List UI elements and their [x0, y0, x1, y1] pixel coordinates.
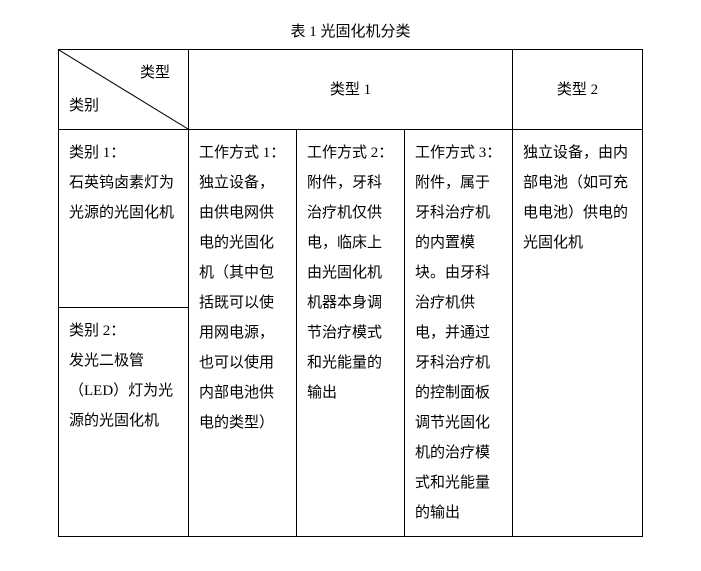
header-row: 类型 类别 类型 1 类型 2 — [59, 50, 643, 130]
table-row: 类别 1：石英钨卤素灯为光源的光固化机 工作方式 1：独立设备，由供电网供电的光… — [59, 130, 643, 308]
header-type1: 类型 1 — [189, 50, 513, 130]
cell-type2-content: 独立设备，由内部电池（如可充电电池）供电的光固化机 — [513, 130, 643, 537]
header-type2: 类型 2 — [513, 50, 643, 130]
cell-workmode-1: 工作方式 1：独立设备，由供电网供电的光固化机（其中包括既可以使用网电源，也可以… — [189, 130, 297, 537]
header-category-label: 类别 — [69, 91, 99, 121]
table-caption: 表 1 光固化机分类 — [20, 20, 681, 41]
diagonal-header-cell: 类型 类别 — [59, 50, 189, 130]
classification-table: 类型 类别 类型 1 类型 2 类别 1：石英钨卤素灯为光源的光固化机 工作方式… — [58, 49, 643, 537]
cell-workmode-2: 工作方式 2：附件，牙科治疗机仅供电，临床上由光固化机机器本身调节治疗模式和光能… — [297, 130, 405, 537]
cell-category-2: 类别 2：发光二极管（LED）灯为光源的光固化机 — [59, 308, 189, 537]
cell-category-1: 类别 1：石英钨卤素灯为光源的光固化机 — [59, 130, 189, 308]
cell-workmode-3: 工作方式 3：附件，属于牙科治疗机的内置模块。由牙科治疗机供电，并通过牙科治疗机… — [405, 130, 513, 537]
header-type-label: 类型 — [140, 58, 170, 88]
